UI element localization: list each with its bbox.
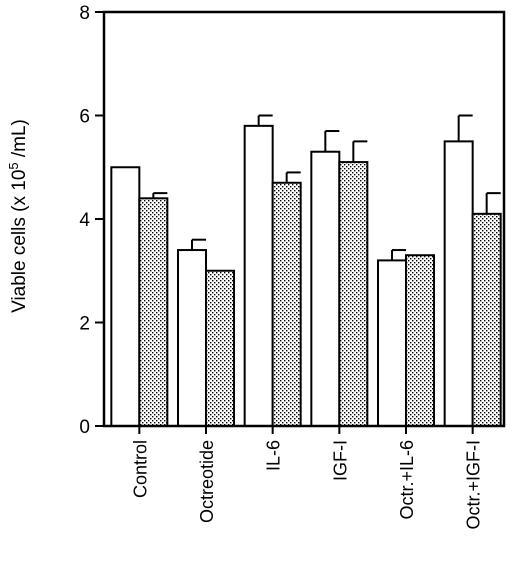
plot-frame xyxy=(102,10,506,428)
x-category-label: Octreotide xyxy=(197,440,217,523)
bar-open xyxy=(310,150,341,427)
y-axis-label: Viable cells (x 105 /mL) xyxy=(6,119,31,313)
bar-stippled xyxy=(471,212,502,427)
bar-stippled xyxy=(271,181,302,427)
bars xyxy=(110,114,502,427)
x-category-label: Octr.+IL-6 xyxy=(397,440,417,520)
bar-open xyxy=(243,124,274,427)
y-tick-label: 6 xyxy=(79,107,90,128)
bar-stippled xyxy=(338,161,369,427)
x-axis-labels: Control Octreotide IL-6 IGF-I Octr.+IL-6 Octr… xyxy=(130,426,484,530)
x-category-label: Control xyxy=(130,440,150,498)
bar-open xyxy=(443,140,474,427)
bar-open xyxy=(110,166,141,427)
y-tick-label: 4 xyxy=(79,210,90,231)
bar-open xyxy=(177,249,207,427)
y-tick-label: 8 xyxy=(79,3,90,24)
bar-stippled xyxy=(205,269,235,427)
bar-open xyxy=(377,259,407,427)
x-category-label: IGF-I xyxy=(330,440,350,481)
y-axis-ticks: 0 2 4 6 8 xyxy=(79,3,104,438)
y-axis-label-superscript: 5 xyxy=(6,162,21,169)
bar-stippled xyxy=(138,197,169,427)
x-category-label: Octr.+IGF-I xyxy=(464,440,484,530)
y-tick-label: 0 xyxy=(79,417,90,438)
y-axis-label-prefix: Viable cells (x 10 xyxy=(9,170,30,313)
y-axis-label-suffix: /mL) xyxy=(9,119,30,162)
bar-stippled xyxy=(405,254,435,427)
x-category-label: IL-6 xyxy=(264,440,284,471)
y-tick-label: 2 xyxy=(79,314,90,335)
